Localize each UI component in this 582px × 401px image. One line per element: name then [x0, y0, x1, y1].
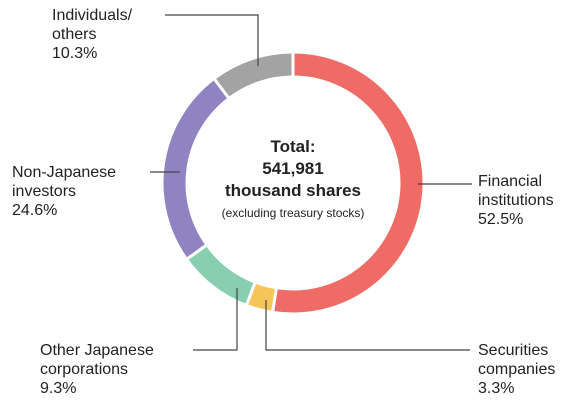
- center-title: Total:: [270, 137, 316, 156]
- leader-line: [193, 288, 238, 351]
- value-label: 52.5%: [478, 211, 524, 228]
- leader-lines: [150, 14, 472, 351]
- leader-line: [165, 14, 259, 66]
- center-unit: thousand shares: [224, 181, 362, 200]
- category-label: Securities companies: [478, 342, 556, 378]
- value-label: 3.3%: [478, 380, 515, 397]
- category-label: Financial institutions: [478, 173, 554, 209]
- donut-segment: [184, 242, 258, 308]
- value-label: 24.6%: [12, 202, 58, 219]
- value-label: 9.3%: [40, 380, 77, 397]
- center-note: (excluding treasury stocks): [221, 206, 365, 220]
- category-label: Individuals/ others: [52, 7, 133, 43]
- donut-segment: [270, 50, 426, 316]
- value-label: 10.3%: [52, 45, 98, 62]
- category-label: Non-Japanese investors: [12, 164, 117, 200]
- leader-line: [265, 300, 470, 351]
- center-total: 541,981: [262, 159, 324, 178]
- donut-segment: [211, 50, 295, 101]
- category-label: Other Japanese corporations: [40, 342, 154, 378]
